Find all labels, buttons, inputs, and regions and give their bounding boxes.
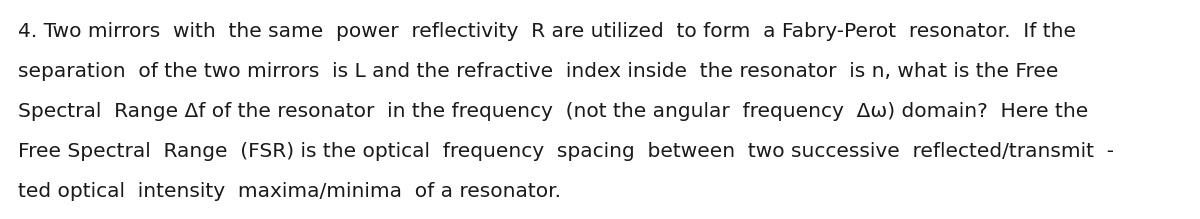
Text: separation  of the two mirrors  is L and the refractive  index inside  the reson: separation of the two mirrors is L and t… <box>18 62 1058 81</box>
Text: ted optical  intensity  maxima/minima  of a resonator.: ted optical intensity maxima/minima of a… <box>18 182 562 201</box>
Text: 4. Two mirrors  with  the same  power  reflectivity  R are utilized  to form  a : 4. Two mirrors with the same power refle… <box>18 22 1076 41</box>
Text: Spectral  Range Δf of the resonator  in the frequency  (not the angular  frequen: Spectral Range Δf of the resonator in th… <box>18 102 1088 121</box>
Text: Free Spectral  Range  (FSR) is the optical  frequency  spacing  between  two suc: Free Spectral Range (FSR) is the optical… <box>18 142 1114 161</box>
